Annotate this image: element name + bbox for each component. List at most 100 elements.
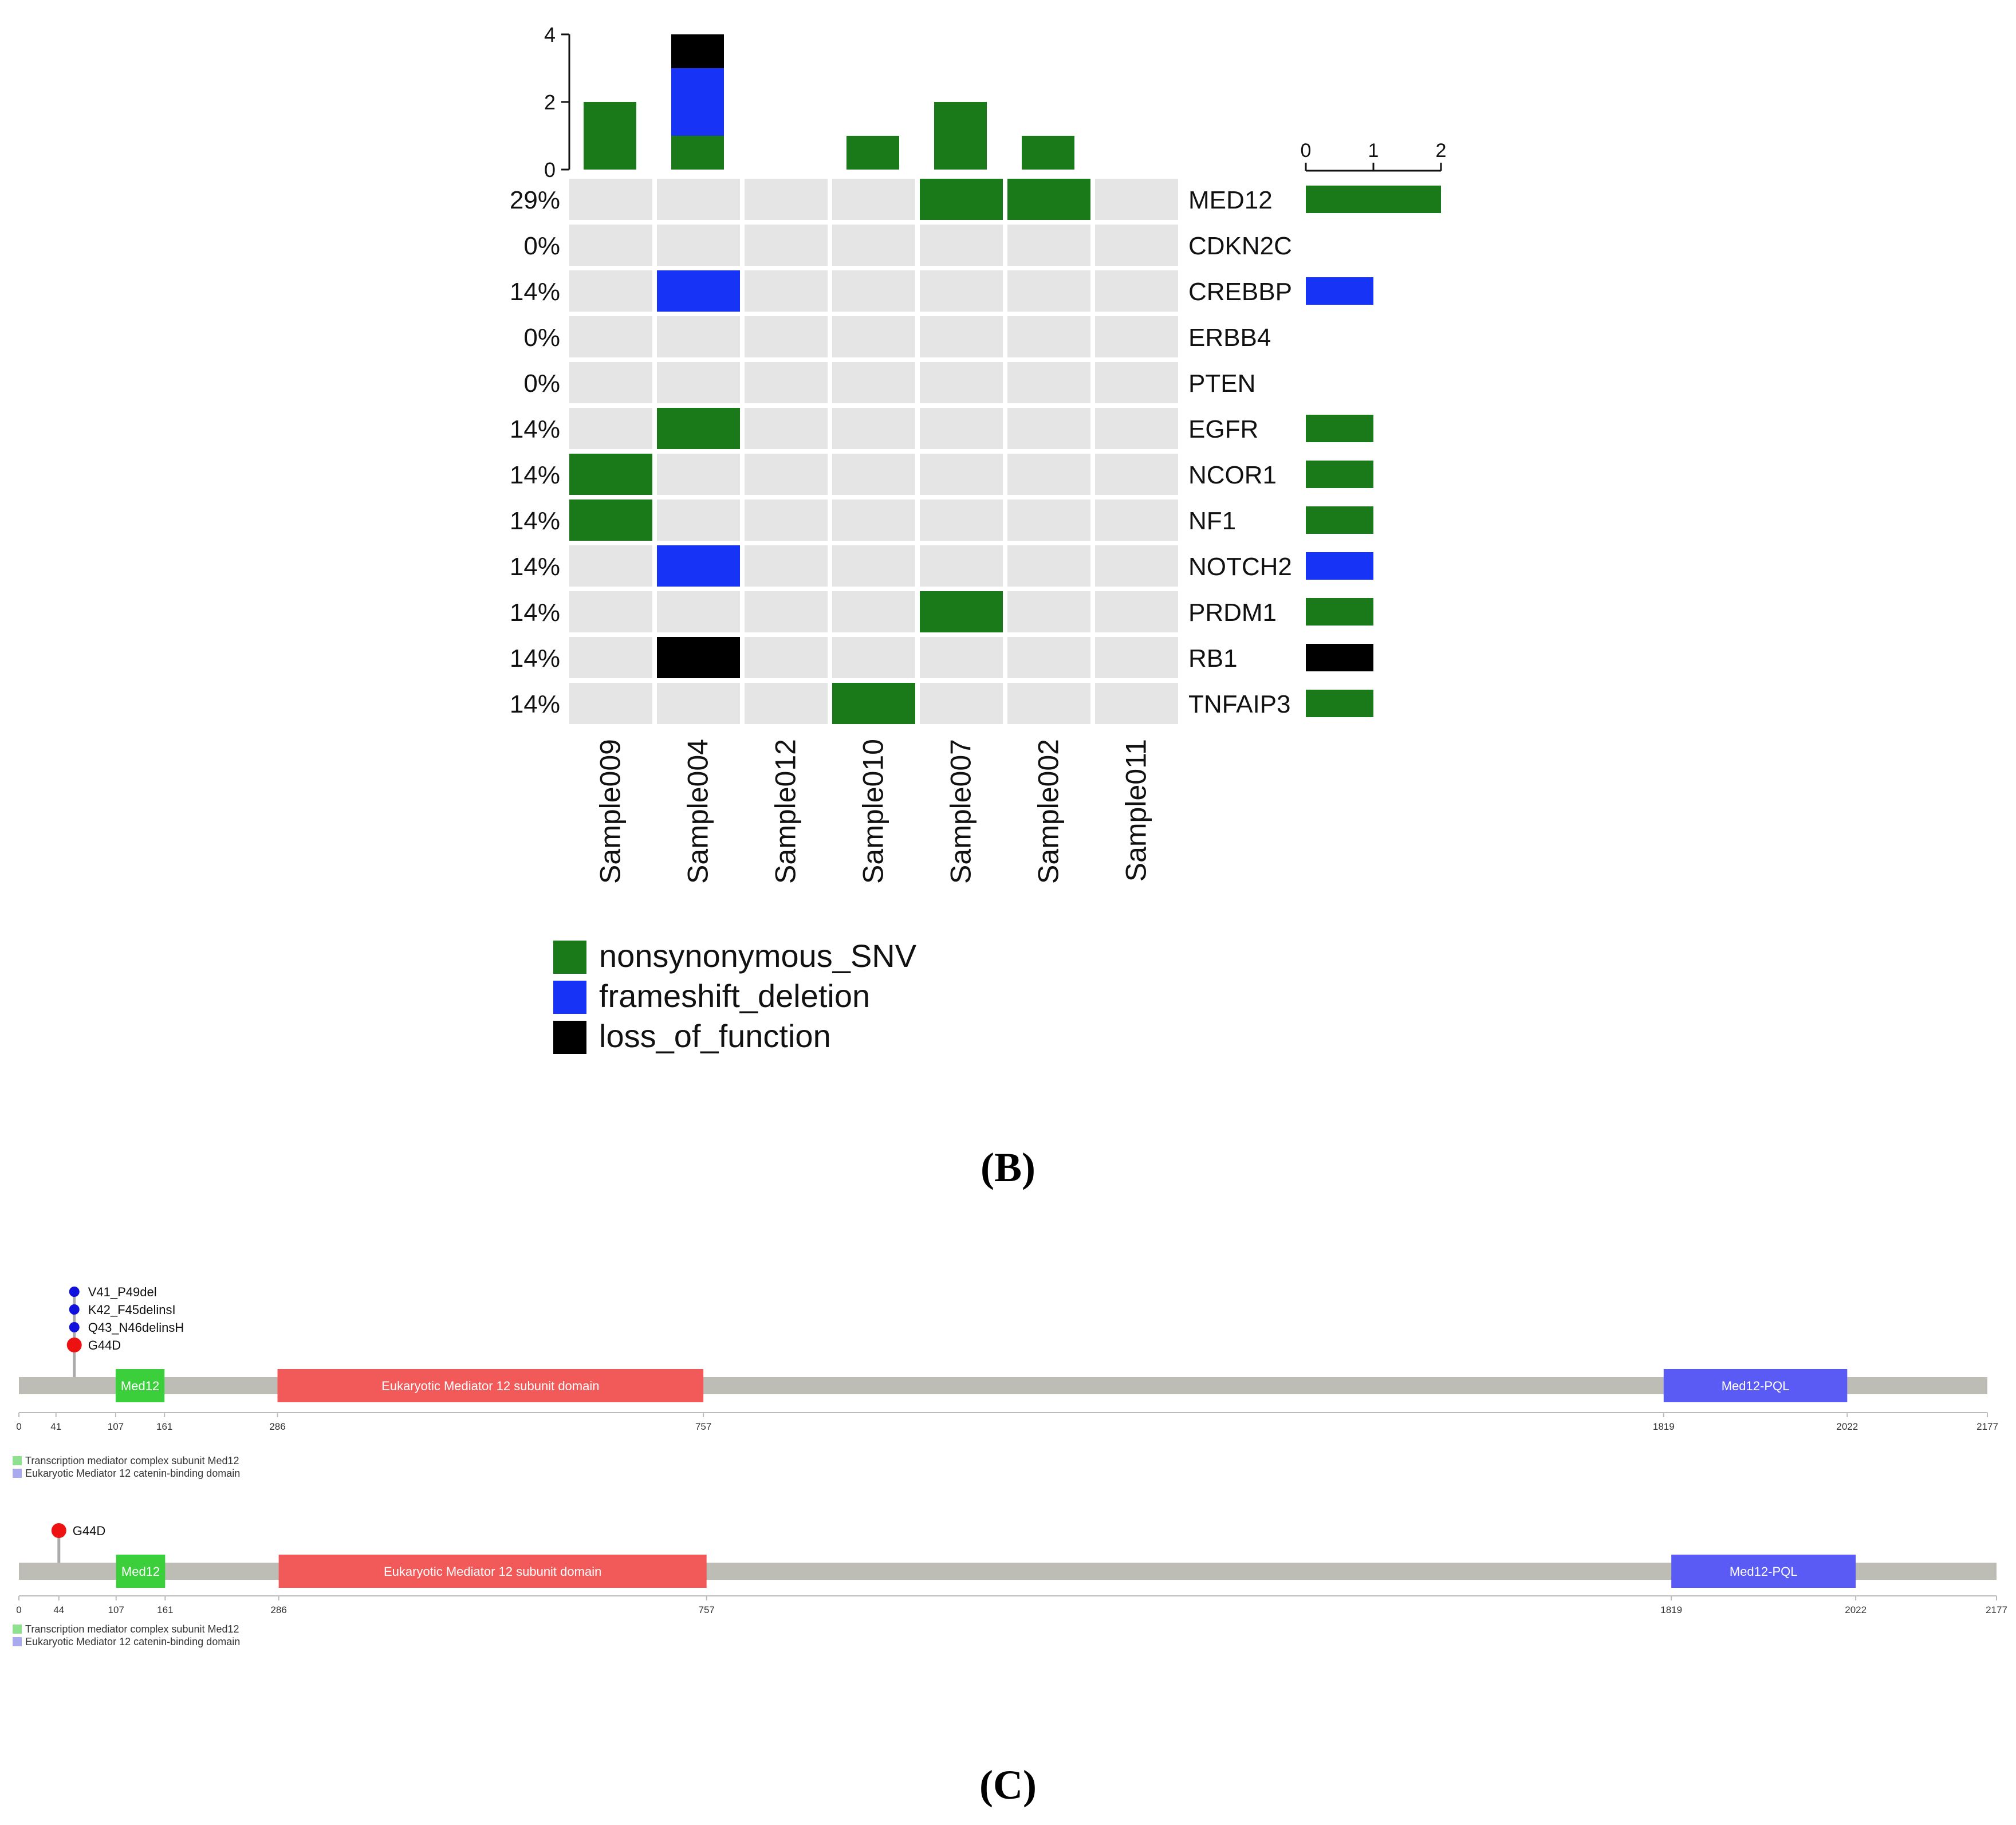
empty-cell: [745, 225, 828, 266]
gene-percent-label: 14%: [510, 644, 560, 672]
empty-cell: [745, 591, 828, 632]
legend-label: nonsynonymous_SNV: [599, 938, 917, 974]
empty-cell: [745, 270, 828, 312]
right-bar-tick-label: 2: [1436, 140, 1447, 162]
right-bar-tick-label: 1: [1368, 140, 1379, 162]
empty-cell: [569, 362, 652, 403]
gene-label: NF1: [1188, 507, 1236, 535]
gene-label: TNFAIP3: [1188, 690, 1291, 718]
right-bar: [1306, 644, 1373, 671]
right-bar-tick-label: 0: [1301, 140, 1312, 162]
empty-cell: [745, 545, 828, 587]
mutation-lollipop: [51, 1523, 66, 1538]
panel-label-b: (B): [981, 1144, 1035, 1190]
empty-cell: [745, 683, 828, 724]
mutation-cell: [920, 179, 1003, 220]
mutation-label: Q43_N46delinsH: [88, 1320, 184, 1335]
mutation-cell: [920, 591, 1003, 632]
empty-cell: [1007, 545, 1090, 587]
empty-cell: [920, 316, 1003, 357]
legend-swatch: [553, 981, 586, 1014]
top-bar-segment: [1022, 136, 1074, 170]
empty-cell: [1007, 362, 1090, 403]
empty-cell: [569, 683, 652, 724]
empty-cell: [1095, 316, 1178, 357]
lollipop-track-2: Med12 Eukaryotic Mediator 12 subunit doma…: [13, 1523, 2007, 1647]
position-tick-label: 107: [108, 1604, 124, 1615]
gene-label: RB1: [1188, 644, 1238, 672]
gene-label: CREBBP: [1188, 278, 1292, 306]
empty-cell: [1095, 454, 1178, 495]
empty-cell: [569, 270, 652, 312]
empty-cell: [1007, 225, 1090, 266]
empty-cell: [920, 683, 1003, 724]
mutation-cell: [832, 683, 915, 724]
gene-label: PRDM1: [1188, 599, 1277, 627]
mutation-cell: [657, 408, 740, 449]
track-legend-swatch: [13, 1456, 22, 1465]
lollipop-track-1: Med12 Eukaryotic Mediator 12 subunit doma…: [13, 1285, 1998, 1479]
empty-cell: [920, 225, 1003, 266]
empty-cell: [1007, 591, 1090, 632]
empty-cell: [657, 499, 740, 541]
mutation-cell: [657, 270, 740, 312]
position-tick-label: 757: [695, 1421, 711, 1432]
empty-cell: [569, 637, 652, 678]
empty-cell: [745, 362, 828, 403]
empty-cell: [657, 225, 740, 266]
gene-label: NCOR1: [1188, 461, 1277, 489]
mutation-label: G44D: [73, 1524, 105, 1538]
gene-percent-label: 14%: [510, 553, 560, 581]
position-tick-label: 161: [156, 1421, 172, 1432]
position-tick-label: 161: [157, 1604, 173, 1615]
track-legend-label: Eukaryotic Mediator 12 catenin-binding d…: [25, 1636, 240, 1647]
gene-label: PTEN: [1188, 369, 1255, 398]
gene-percent-label: 0%: [523, 232, 560, 260]
empty-cell: [657, 454, 740, 495]
gene-percent-label: 29%: [510, 186, 560, 214]
mutation-lollipop: [66, 1338, 82, 1352]
empty-cell: [569, 591, 652, 632]
position-tick-label: 41: [50, 1421, 61, 1432]
sample-label: Sample009: [594, 739, 627, 884]
gene-percent-label: 14%: [510, 415, 560, 443]
protein-domain-label: Med12-PQL: [1722, 1379, 1790, 1393]
empty-cell: [1095, 545, 1178, 587]
position-tick-label: 2022: [1836, 1421, 1858, 1432]
top-bar-segment: [934, 102, 987, 170]
protein-domain-label: Med12: [121, 1379, 159, 1393]
empty-cell: [569, 316, 652, 357]
empty-cell: [1095, 637, 1178, 678]
top-bar-segment: [584, 102, 636, 170]
empty-cell: [657, 179, 740, 220]
panel-label-c: (C): [979, 1762, 1037, 1808]
right-bar: [1306, 277, 1373, 305]
empty-cell: [920, 408, 1003, 449]
empty-cell: [920, 270, 1003, 312]
empty-cell: [1095, 362, 1178, 403]
mutation-label: G44D: [88, 1338, 121, 1352]
empty-cell: [657, 591, 740, 632]
empty-cell: [1095, 591, 1178, 632]
protein-domain: [278, 1555, 707, 1588]
gene-percent-label: 0%: [523, 324, 560, 352]
top-bar-tick-label: 2: [544, 91, 556, 114]
empty-cell: [832, 316, 915, 357]
empty-cell: [745, 316, 828, 357]
empty-cell: [745, 454, 828, 495]
track-legend-swatch: [13, 1469, 22, 1478]
position-tick-label: 44: [53, 1604, 64, 1615]
sample-label: Sample007: [945, 739, 977, 884]
empty-cell: [745, 499, 828, 541]
empty-cell: [1007, 683, 1090, 724]
position-tick-label: 1819: [1653, 1421, 1675, 1432]
legend-swatch: [553, 1021, 586, 1054]
position-tick-label: 0: [16, 1604, 21, 1615]
gene-label: NOTCH2: [1188, 553, 1292, 581]
empty-cell: [1095, 499, 1178, 541]
position-tick-label: 2177: [1976, 1421, 1998, 1432]
position-tick-label: 2022: [1845, 1604, 1867, 1615]
right-bar: [1306, 415, 1373, 442]
protein-domain: [1663, 1369, 1848, 1402]
